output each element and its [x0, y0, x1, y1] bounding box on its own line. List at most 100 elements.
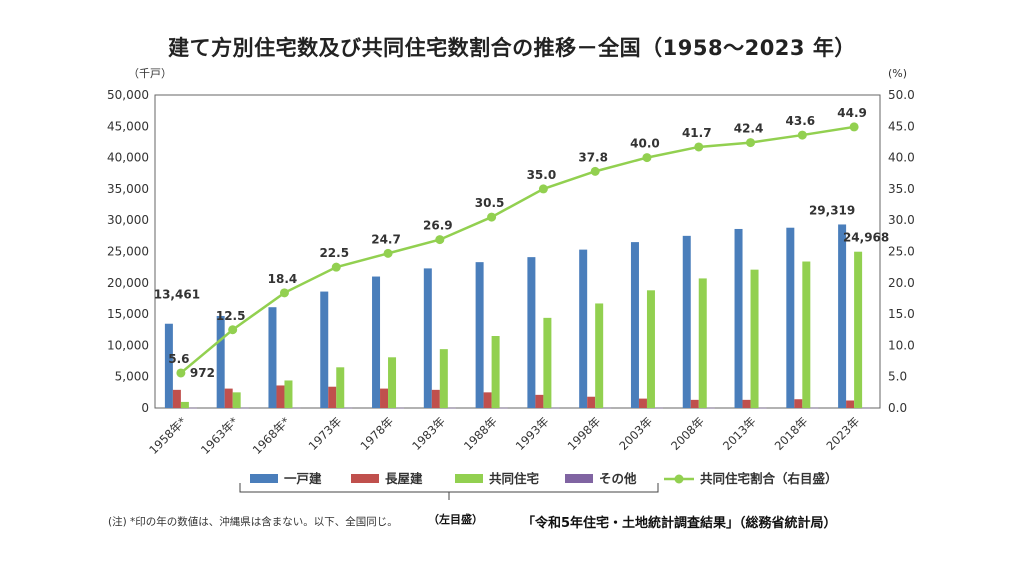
bar-row	[380, 388, 389, 408]
source-note: 「令和5年住宅・土地統計調査結果」（総務省統計局）	[522, 516, 837, 531]
x-tick-label: 1998年	[565, 414, 604, 453]
chart-title: 建て方別住宅数及び共同住宅数割合の推移－全国（1958～2023 年）	[168, 36, 856, 60]
legend-marker-ratio	[674, 474, 684, 484]
bar-apartment	[854, 251, 863, 408]
x-tick-label: 1968年*	[250, 414, 293, 457]
ratio-data-label: 5.6	[168, 352, 189, 366]
bar-apartment	[180, 401, 189, 408]
bar-other	[499, 407, 508, 409]
x-tick-label: 1983年	[409, 414, 448, 453]
legend-label-apartment: 共同住宅	[489, 471, 540, 486]
legend-label-row: 長屋建	[385, 471, 423, 486]
bar-apartment	[336, 367, 345, 408]
bar-other	[862, 407, 871, 409]
bar-row	[742, 399, 751, 408]
legend-label-other: その他	[599, 471, 637, 486]
y-tick-label: 30,000	[107, 213, 149, 227]
bar-other	[188, 407, 197, 409]
x-tick-label: 1993年	[513, 414, 552, 453]
ratio-point	[849, 122, 859, 132]
y-tick-label: 45,000	[107, 119, 149, 133]
ratio-point	[383, 248, 393, 258]
y2-tick-label: 30.0	[888, 213, 915, 227]
legend-swatch-detached	[250, 474, 278, 483]
plot-area: （千戸） (%) 0 5,000 10,000 15,000 20,000 25,000 30,…	[107, 67, 915, 500]
bar-detached	[423, 268, 432, 408]
y-tick-label: 20,000	[107, 276, 149, 290]
ratio-data-label: 26.9	[423, 219, 453, 233]
bar-detached	[320, 291, 329, 408]
bar-detached	[475, 262, 484, 408]
bar-row	[794, 399, 803, 408]
ratio-point	[642, 153, 652, 163]
bar-apartment	[491, 336, 500, 408]
bar-other	[240, 407, 249, 409]
ratio-point	[176, 368, 186, 378]
bar-row	[431, 389, 440, 408]
bar-apartment	[750, 269, 759, 408]
bar-apartment	[595, 303, 604, 408]
ratio-point	[538, 184, 548, 194]
ratio-data-label: 43.6	[786, 114, 816, 128]
legend-label-ratio: 共同住宅割合（右目盛）	[700, 471, 838, 486]
legend-swatch-apartment	[455, 474, 483, 483]
ratio-data-label: 22.5	[319, 246, 349, 260]
ratio-point	[487, 212, 497, 222]
ratio-data-label: 30.5	[475, 196, 505, 210]
bar-detached	[734, 228, 743, 408]
bar-apartment	[543, 317, 552, 408]
bar-other	[292, 407, 301, 409]
y2-tick-label: 45.0	[888, 119, 915, 133]
y2-tick-label: 10.0	[888, 338, 915, 352]
x-tick-label: 2013年	[720, 414, 759, 453]
bar-other	[758, 407, 767, 409]
bar-detached	[786, 227, 795, 408]
bar-row	[172, 389, 181, 408]
left-axis-note: （左目盛）	[428, 513, 483, 526]
bar-apartment	[802, 261, 811, 408]
ratio-data-label: 24.7	[371, 232, 401, 246]
bar-apartment	[388, 357, 397, 408]
y-tick-label: 35,000	[107, 182, 149, 196]
x-tick-label: 2023年	[823, 414, 862, 453]
x-tick-label: 1988年	[461, 414, 500, 453]
bar-other	[603, 407, 612, 409]
y-tick-label: 25,000	[107, 245, 149, 259]
bar-row	[328, 386, 337, 408]
bar-other	[551, 407, 560, 409]
ratio-data-label: 42.4	[734, 122, 764, 136]
y2-tick-label: 15.0	[888, 307, 915, 321]
bar-other	[706, 407, 715, 409]
y-tick-label: 50,000	[107, 88, 149, 102]
bar-data-label: 29,319	[809, 203, 855, 217]
x-tick-label: 1958年*	[146, 414, 189, 457]
legend-swatch-row	[351, 474, 379, 483]
y-tick-label: 10,000	[107, 338, 149, 352]
ratio-point	[797, 130, 807, 140]
bar-detached	[838, 224, 847, 408]
bar-detached	[268, 307, 277, 408]
bar-detached	[164, 323, 173, 408]
ratio-line	[180, 125, 855, 374]
bar-data-label: 13,461	[154, 288, 200, 302]
x-tick-label: 1973年	[306, 414, 345, 453]
bar-row	[690, 399, 699, 408]
bar-other	[810, 407, 819, 409]
y-tick-label: 0	[141, 401, 149, 415]
bar-row	[224, 388, 233, 408]
bar-detached	[579, 249, 588, 408]
bar-row	[587, 396, 596, 408]
bar-apartment	[232, 392, 241, 408]
ratio-point	[694, 142, 704, 152]
bar-apartment	[698, 278, 707, 408]
y-tick-label: 15,000	[107, 307, 149, 321]
ratio-data-label: 37.8	[578, 150, 608, 164]
y2-tick-label: 20.0	[888, 276, 915, 290]
bar-detached	[682, 235, 691, 408]
plot-frame	[154, 94, 881, 409]
x-tick-label: 1978年	[357, 414, 396, 453]
bar-apartment	[646, 290, 655, 408]
y-tick-label: 40,000	[107, 151, 149, 165]
legend-label-detached: 一戸建	[284, 471, 322, 486]
bar-row	[483, 392, 492, 408]
